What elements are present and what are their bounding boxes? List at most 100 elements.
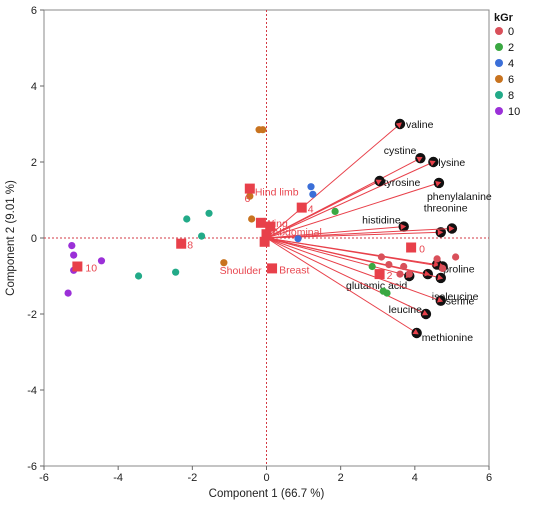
score-point-kgr-6: [220, 259, 228, 267]
loading-arrowhead: [421, 310, 429, 316]
x-tick-label: -2: [187, 472, 197, 484]
loading-vector: [266, 237, 443, 267]
score-point-kgr-8: [205, 209, 213, 217]
observation-label: 2: [387, 270, 393, 282]
score-point-kgr-0: [452, 253, 460, 261]
loading-arrowhead: [437, 229, 444, 236]
loading-arrowhead: [436, 296, 444, 303]
score-point-kgr-10: [64, 289, 72, 297]
loading-arrowhead: [429, 160, 436, 166]
y-tick-label: 0: [31, 233, 37, 245]
score-point-kgr-4: [307, 183, 315, 191]
observation-marker: [244, 183, 255, 194]
y-tick-label: -2: [27, 309, 37, 321]
observation-label: 4: [308, 204, 314, 216]
legend-swatch: [495, 91, 503, 99]
observation-marker: [255, 217, 266, 228]
loading-vector: [266, 237, 441, 279]
observation-label: Shoulder: [220, 265, 263, 277]
legend-label: 10: [508, 106, 520, 118]
x-tick-label: 4: [412, 472, 418, 484]
score-point-kgr-0: [439, 264, 447, 272]
observation-marker: [72, 261, 83, 272]
y-tick-label: -4: [27, 385, 37, 397]
score-point-kgr-0: [433, 255, 441, 263]
score-point-kgr-10: [97, 257, 106, 265]
observation-marker: [265, 221, 276, 232]
observation-marker: [406, 242, 417, 253]
loading-arrowhead: [416, 156, 423, 163]
loading-arrowhead: [437, 274, 444, 281]
legend-swatch: [495, 75, 503, 83]
y-tick-label: 2: [31, 157, 37, 169]
loading-label: histidine: [362, 215, 401, 227]
legend-swatch: [495, 27, 503, 35]
score-point-kgr-0: [385, 261, 393, 269]
score-point-kgr-8: [134, 272, 143, 280]
loading-vector: [266, 161, 434, 239]
score-point-kgr-2: [331, 207, 339, 215]
loading-vector: [266, 180, 380, 239]
loading-arrowhead: [412, 328, 419, 335]
loading-label: tyrosine: [384, 177, 421, 189]
loading-vector: [266, 237, 427, 315]
legend-label: 2: [508, 42, 514, 54]
loading-vector: [266, 237, 410, 277]
loading-vector: [266, 226, 404, 239]
x-tick-label: -4: [113, 472, 123, 484]
x-tick-label: 0: [263, 472, 269, 484]
loading-label: valine: [406, 119, 434, 131]
score-point-kgr-10: [68, 242, 76, 250]
loading-label: serine: [446, 296, 475, 308]
observation-label: 0: [419, 244, 425, 256]
score-point-kgr-4: [294, 235, 302, 243]
score-point-kgr-0: [396, 270, 404, 278]
loading-label: cystine: [384, 145, 417, 157]
y-tick-label: 6: [31, 5, 37, 17]
score-point-kgr-10: [70, 251, 78, 259]
loading-vector: [266, 237, 417, 334]
axis-ticks: -6 -4 -2 0 2 4 6 -6 -4 -2 0 2 4 6: [27, 5, 492, 484]
loading-arrowhead: [375, 179, 382, 186]
legend-swatch: [495, 107, 503, 115]
score-point-kgr-2: [379, 287, 387, 295]
x-tick-label: 2: [338, 472, 344, 484]
legend-swatch: [495, 43, 503, 51]
legend-label: 8: [508, 90, 514, 102]
score-point-kgr-4: [309, 190, 317, 198]
loading-arrowhead: [435, 180, 442, 187]
loading-label: threonine: [424, 202, 468, 214]
score-point-kgr-6: [246, 192, 254, 200]
x-tick-label: 6: [486, 472, 492, 484]
observation-markers: Hind limbShoulderWingAbdominalBreast0246…: [72, 183, 425, 282]
observation-label: 10: [85, 263, 97, 275]
observation-label: 6: [245, 193, 251, 205]
observation-marker: [176, 238, 187, 249]
loading-arrowhead: [400, 223, 407, 230]
observation-marker: [267, 263, 278, 274]
loading-label: proline: [443, 264, 475, 276]
loading-vector: [266, 237, 441, 302]
score-point-kgr-8: [183, 215, 191, 223]
observation-marker: [296, 202, 307, 213]
observation-label: Hind limb: [255, 187, 299, 199]
loading-label: lysine: [438, 157, 465, 169]
score-point-kgr-6: [259, 126, 267, 134]
x-axis-title: Component 1 (66.7 %): [209, 488, 325, 500]
legend-title: kGr: [494, 12, 514, 24]
legend-label: 6: [508, 74, 514, 86]
score-point-kgr-0: [405, 270, 413, 278]
score-point-kgr-0: [400, 262, 408, 271]
loading-label: phenylalanine: [427, 191, 492, 203]
loading-vector: [266, 123, 401, 239]
legend-label: 0: [508, 26, 514, 38]
legend-label: 4: [508, 58, 514, 70]
observation-marker: [259, 236, 270, 247]
y-axis-title: Component 2 (9.01 %): [5, 180, 17, 296]
score-point-kgr-2: [368, 262, 376, 271]
score-point-kgr-0: [377, 253, 386, 261]
loading-label: leucine: [389, 304, 422, 316]
loading-arrowhead: [395, 122, 402, 129]
loading-label: methionine: [422, 332, 474, 344]
